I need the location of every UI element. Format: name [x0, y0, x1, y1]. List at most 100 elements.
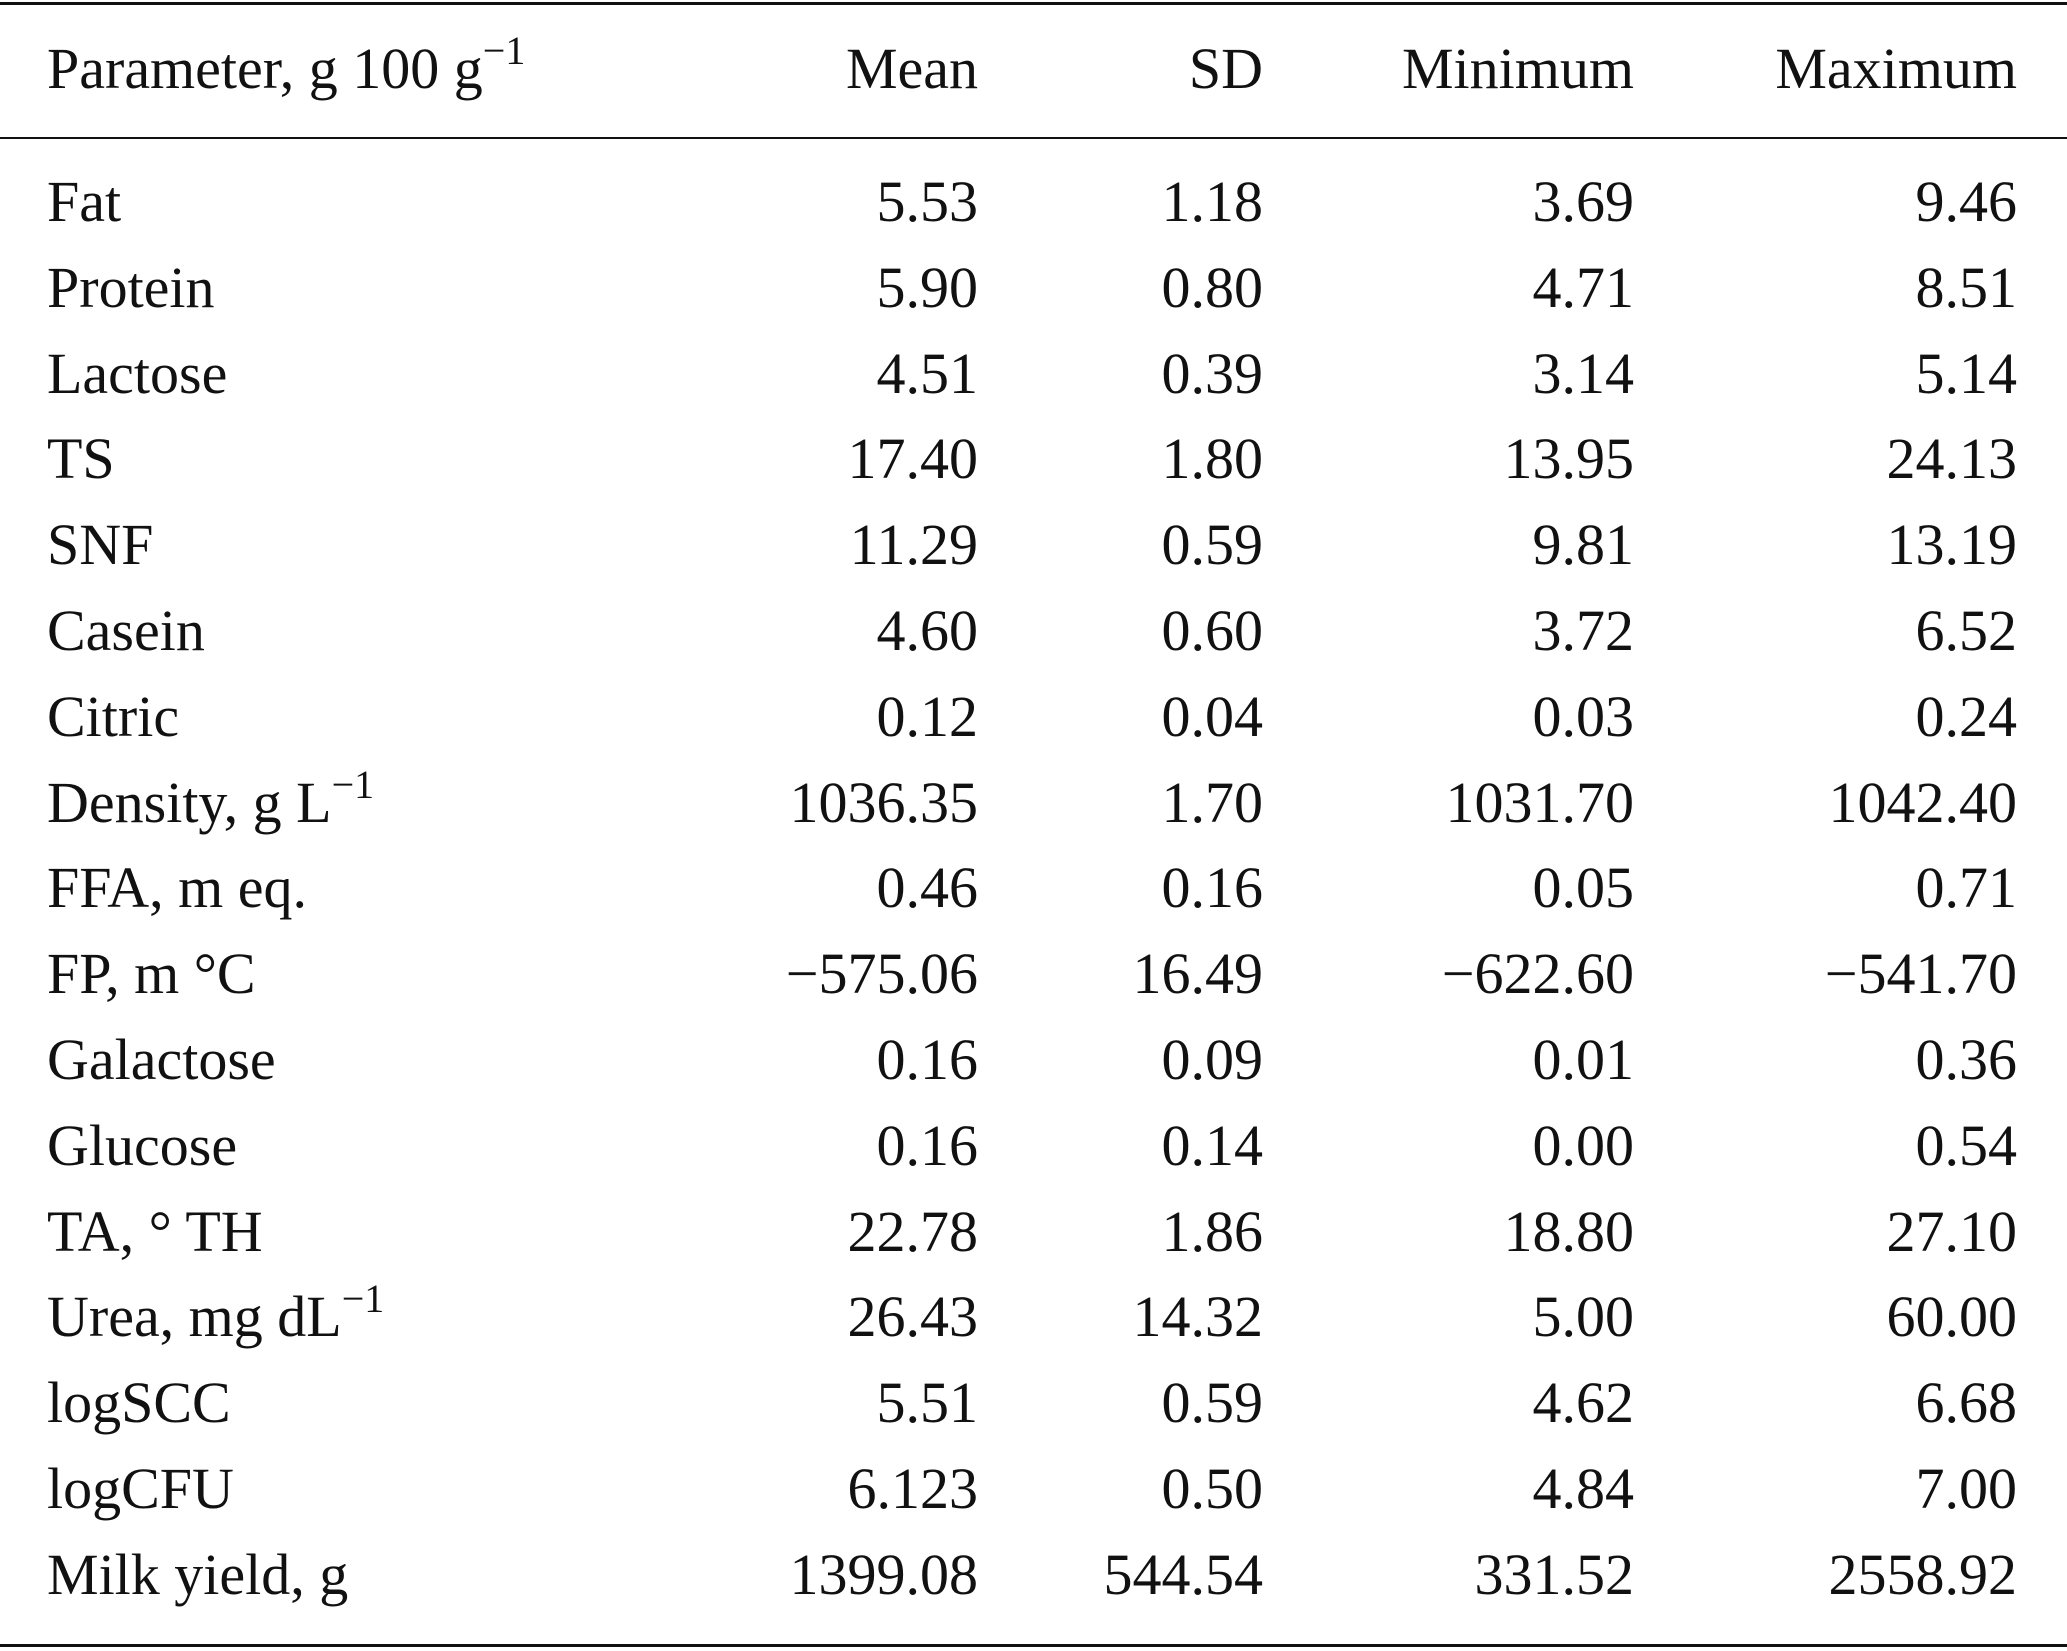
- minimum-cell: 5.00: [1532, 1284, 1635, 1350]
- minimum-cell: 4.84: [1532, 1456, 1635, 1521]
- mean-cell: 6.123: [847, 1456, 979, 1521]
- table-row: Lactose 4.51 0.39 3.14 5.14: [0, 331, 2067, 417]
- table-row: TA, ° TH 22.78 1.86 18.80 27.10: [0, 1189, 2067, 1275]
- minimum-cell: 3.72: [1532, 598, 1635, 663]
- minimum-cell: 0.05: [1532, 855, 1635, 921]
- table-row: Casein 4.60 0.60 3.72 6.52: [0, 588, 2067, 674]
- sd-cell: 0.50: [1161, 1456, 1264, 1521]
- mean-cell: 0.46: [876, 855, 979, 921]
- parameter-cell: TS: [47, 426, 115, 492]
- sd-cell: 0.59: [1161, 512, 1264, 578]
- sd-cell: 0.59: [1161, 1370, 1264, 1436]
- mean-cell: 22.78: [847, 1198, 979, 1264]
- minimum-cell: 3.69: [1532, 169, 1635, 234]
- minimum-cell: 4.62: [1532, 1370, 1635, 1436]
- table-row: Milk yield, g 1399.08 544.54 331.52 2558.92: [0, 1532, 2067, 1618]
- parameter-cell: Casein: [47, 598, 205, 663]
- parameter-cell: SNF: [47, 512, 154, 578]
- maximum-cell: 2558.92: [1828, 1541, 2018, 1607]
- maximum-cell: 0.24: [1915, 683, 2018, 749]
- sd-cell: 0.14: [1161, 1112, 1264, 1178]
- header-row: Parameter, g 100 g−1 Mean SD Minimum Max…: [0, 26, 2067, 112]
- table-row: logSCC 5.51 0.59 4.62 6.68: [0, 1360, 2067, 1446]
- table-row: Citric 0.12 0.04 0.03 0.24: [0, 674, 2067, 760]
- maximum-cell: 24.13: [1886, 426, 2018, 492]
- minimum-cell: 0.03: [1532, 683, 1635, 749]
- top-rule: [0, 2, 2067, 5]
- header-sd: SD: [1188, 36, 1263, 101]
- parameter-cell: Density, g L−1: [47, 761, 375, 835]
- sd-cell: 0.16: [1161, 855, 1264, 921]
- minimum-cell: 0.00: [1532, 1112, 1635, 1178]
- maximum-cell: 6.52: [1915, 598, 2018, 663]
- maximum-cell: 13.19: [1886, 512, 2018, 578]
- mean-cell: 1036.35: [789, 769, 979, 835]
- mean-cell: 0.16: [876, 1112, 979, 1178]
- sd-cell: 1.18: [1161, 169, 1264, 234]
- mean-cell: 4.51: [876, 340, 979, 406]
- table-row: Protein 5.90 0.80 4.71 8.51: [0, 245, 2067, 331]
- parameter-cell: logCFU: [47, 1456, 234, 1521]
- sd-cell: 0.09: [1161, 1027, 1264, 1092]
- sd-cell: 1.86: [1161, 1198, 1264, 1264]
- table-row: Fat 5.53 1.18 3.69 9.46: [0, 159, 2067, 245]
- maximum-cell: 7.00: [1915, 1456, 2018, 1521]
- mean-cell: 17.40: [847, 426, 979, 492]
- minimum-cell: 0.01: [1532, 1027, 1635, 1092]
- table-row: SNF 11.29 0.59 9.81 13.19: [0, 502, 2067, 588]
- table-row: TS 17.40 1.80 13.95 24.13: [0, 416, 2067, 502]
- maximum-cell: 5.14: [1915, 340, 2018, 406]
- parameter-cell: Citric: [47, 683, 180, 749]
- maximum-cell: 8.51: [1915, 254, 2018, 320]
- minimum-cell: 1031.70: [1445, 769, 1635, 835]
- parameter-cell: Lactose: [47, 340, 228, 406]
- mean-cell: 5.53: [876, 169, 979, 234]
- parameter-cell: Milk yield, g: [47, 1541, 349, 1607]
- sd-cell: 16.49: [1132, 941, 1264, 1007]
- parameter-cell: Fat: [47, 169, 122, 234]
- sd-cell: 0.80: [1161, 254, 1264, 320]
- sd-cell: 0.04: [1161, 683, 1264, 749]
- table-row: Density, g L−1 1036.35 1.70 1031.70 1042.40: [0, 760, 2067, 846]
- minimum-cell: 13.95: [1503, 426, 1635, 492]
- mean-cell: 1399.08: [789, 1541, 979, 1607]
- maximum-cell: 0.36: [1915, 1027, 2018, 1092]
- minimum-cell: −622.60: [1441, 941, 1634, 1007]
- maximum-cell: 0.54: [1915, 1112, 2018, 1178]
- header-parameter: Parameter, g 100 g−1: [47, 28, 526, 101]
- parameter-cell: Glucose: [47, 1112, 238, 1178]
- parameter-cell: logSCC: [47, 1370, 231, 1436]
- header-maximum: Maximum: [1775, 36, 2017, 101]
- header-minimum: Minimum: [1401, 36, 1634, 101]
- header-mean: Mean: [845, 36, 978, 101]
- mean-cell: −575.06: [785, 941, 978, 1007]
- sd-cell: 544.54: [1103, 1541, 1264, 1607]
- parameter-cell: Urea, mg dL−1: [47, 1276, 385, 1350]
- maximum-cell: 6.68: [1915, 1370, 2018, 1436]
- mean-cell: 5.51: [876, 1370, 979, 1436]
- parameter-cell: TA, ° TH: [47, 1198, 263, 1264]
- table-row: Glucose 0.16 0.14 0.00 0.54: [0, 1103, 2067, 1189]
- maximum-cell: 60.00: [1886, 1284, 2018, 1350]
- table-row: Urea, mg dL−1 26.43 14.32 5.00 60.00: [0, 1274, 2067, 1360]
- maximum-cell: −541.70: [1824, 941, 2017, 1007]
- parameter-cell: Galactose: [47, 1027, 276, 1092]
- sd-cell: 0.39: [1161, 340, 1264, 406]
- mean-cell: 0.12: [876, 683, 979, 749]
- sd-cell: 0.60: [1161, 598, 1264, 663]
- minimum-cell: 18.80: [1503, 1198, 1635, 1264]
- parameter-cell: FFA, m eq.: [47, 855, 307, 921]
- mean-cell: 4.60: [876, 598, 979, 663]
- table-row: logCFU 6.123 0.50 4.84 7.00: [0, 1446, 2067, 1532]
- mean-cell: 5.90: [876, 254, 979, 320]
- minimum-cell: 331.52: [1474, 1541, 1635, 1607]
- minimum-cell: 3.14: [1532, 340, 1635, 406]
- parameter-cell: FP, m °C: [47, 941, 256, 1007]
- mean-cell: 11.29: [849, 512, 978, 578]
- minimum-cell: 9.81: [1532, 512, 1635, 578]
- maximum-cell: 9.46: [1915, 169, 2018, 234]
- sd-cell: 1.70: [1161, 769, 1264, 835]
- table-row: FP, m °C −575.06 16.49 −622.60 −541.70: [0, 931, 2067, 1017]
- minimum-cell: 4.71: [1532, 254, 1635, 320]
- table-row: FFA, m eq. 0.46 0.16 0.05 0.71: [0, 845, 2067, 931]
